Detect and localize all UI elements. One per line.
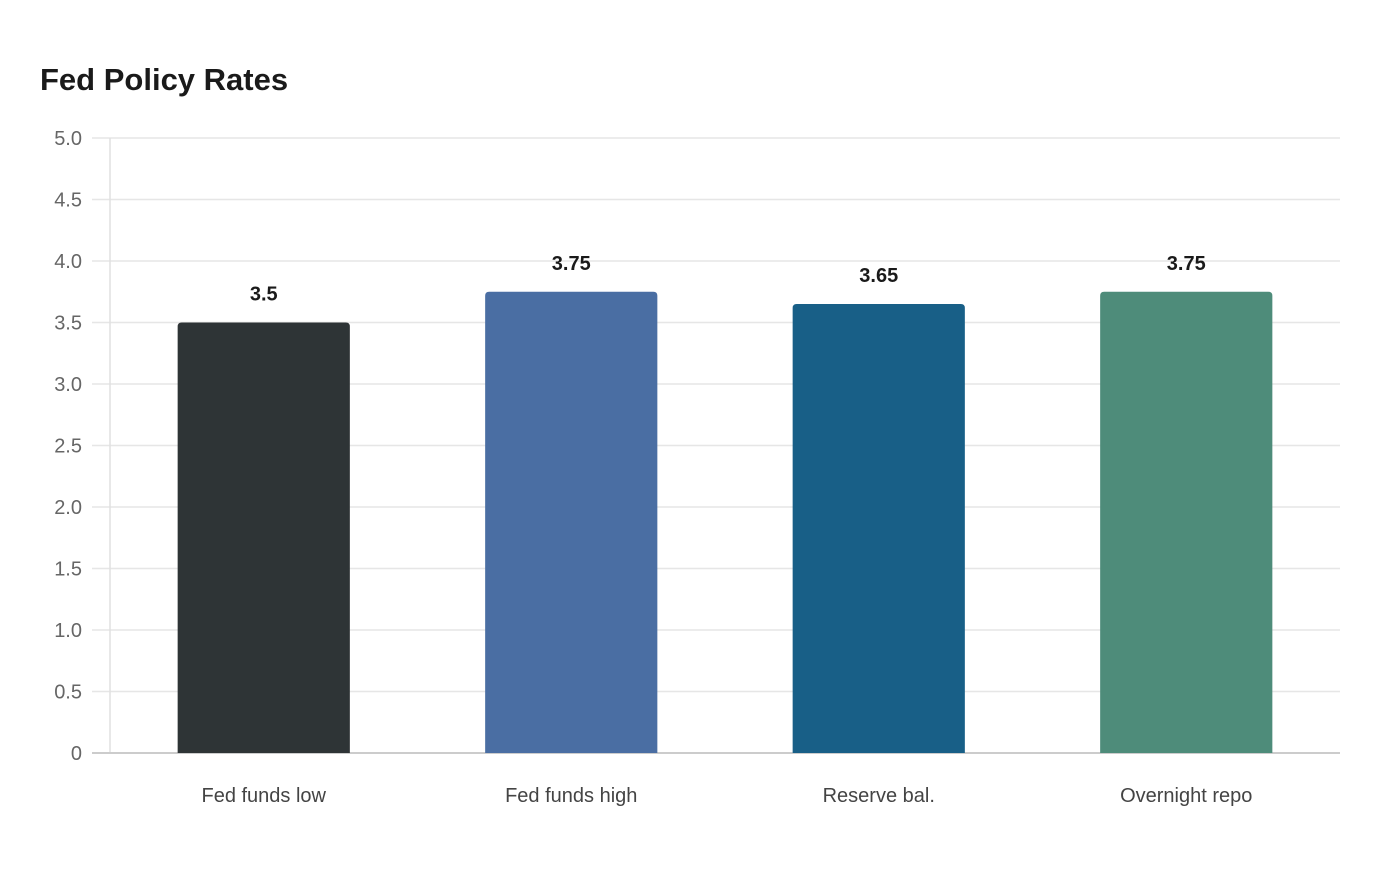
y-tick-label: 4.5	[54, 190, 82, 212]
bar-value-label: 3.65	[859, 265, 898, 287]
labels: 0 0.5 1.0 1.5 2.0 2.5 3.0 3.5 4.0 4.5 5.0 3.5 Fed fu…	[54, 128, 1252, 807]
y-tick-label: 1.5	[54, 559, 82, 581]
bar-value-label: 3.75	[1167, 253, 1206, 275]
bar	[1100, 291, 1273, 753]
bar	[485, 291, 658, 753]
x-category-label: Fed funds low	[201, 785, 326, 807]
bar-value-label: 3.5	[250, 284, 278, 306]
y-tick-label: 5.0	[54, 128, 82, 150]
x-category-label: Overnight repo	[1120, 785, 1252, 807]
bars	[177, 291, 1273, 753]
y-tick-label: 3.5	[54, 313, 82, 335]
y-tick-label: 2.5	[54, 436, 82, 458]
y-tick-label: 4.0	[54, 251, 82, 273]
chart-title: Fed Policy Rates	[40, 62, 289, 97]
y-tick-label: 3.0	[54, 374, 82, 396]
y-tick-label: 0	[71, 743, 82, 765]
y-tick-label: 0.5	[54, 682, 82, 704]
y-tick-label: 1.0	[54, 620, 82, 642]
bar	[792, 304, 965, 753]
y-tick-label: 2.0	[54, 497, 82, 519]
bar-value-label: 3.75	[552, 253, 591, 275]
bar	[177, 322, 350, 753]
x-category-label: Fed funds high	[505, 785, 637, 807]
x-category-label: Reserve bal.	[823, 785, 935, 807]
